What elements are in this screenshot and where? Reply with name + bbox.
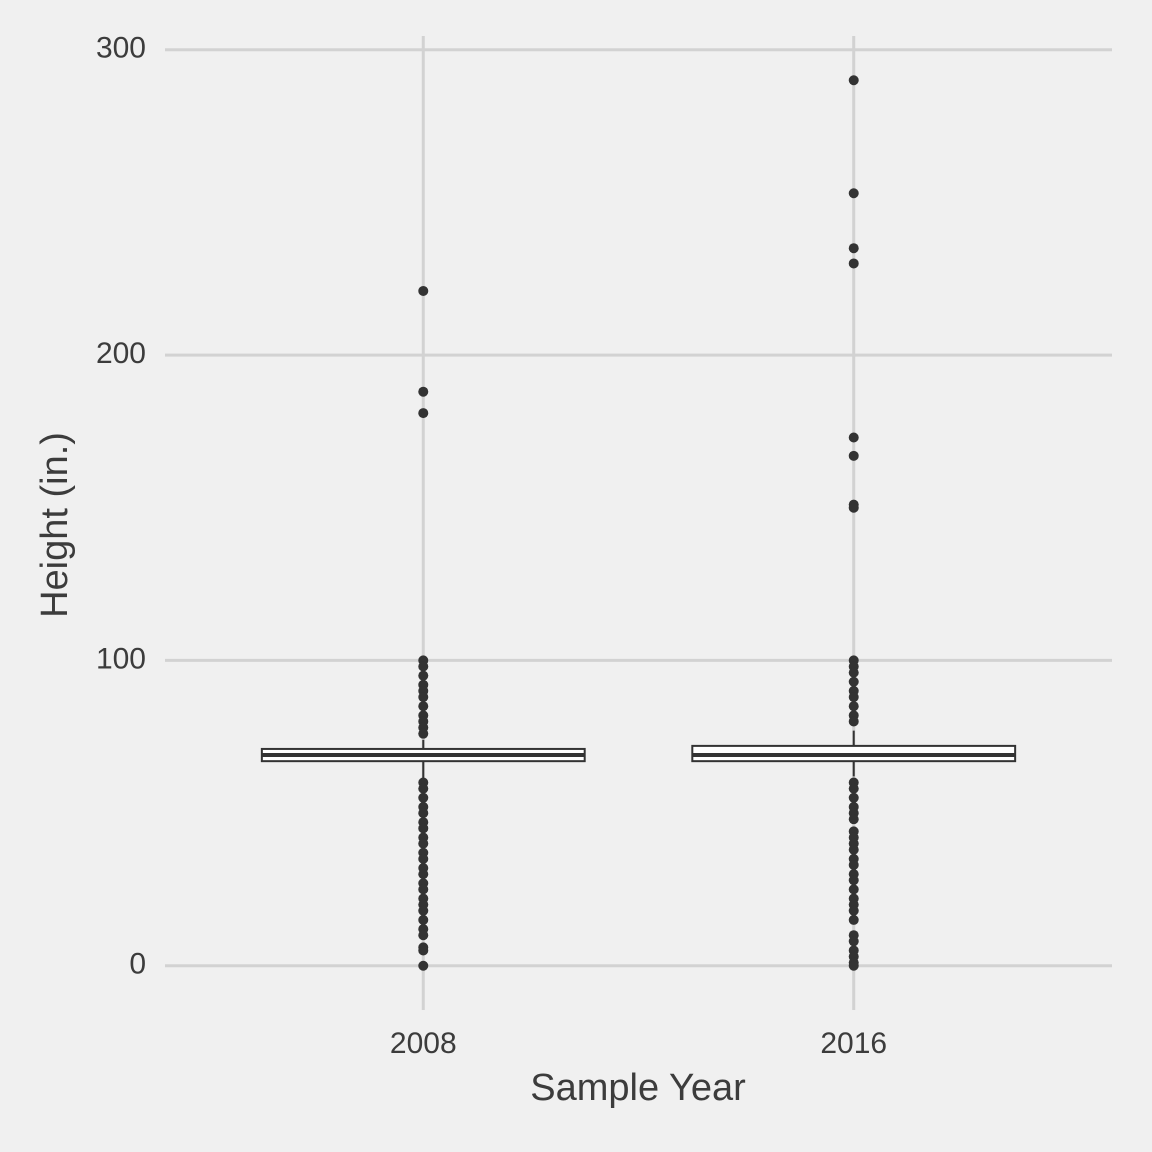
outlier xyxy=(418,661,429,672)
x-tick-label: 2008 xyxy=(390,1027,457,1060)
y-axis-title: Height (in.) xyxy=(34,432,76,618)
outlier xyxy=(418,884,429,895)
outlier xyxy=(418,692,429,703)
x-tick-label: 2016 xyxy=(820,1027,887,1060)
outlier xyxy=(848,75,859,86)
outlier xyxy=(848,692,859,703)
outlier xyxy=(848,884,859,895)
outlier xyxy=(848,502,859,513)
outlier xyxy=(848,701,859,712)
outlier xyxy=(848,783,859,794)
outlier xyxy=(848,914,859,925)
outlier xyxy=(418,930,429,941)
outlier xyxy=(848,875,859,886)
outlier xyxy=(848,258,859,269)
outlier xyxy=(418,960,429,971)
outlier xyxy=(418,905,429,916)
outlier xyxy=(848,432,859,443)
y-tick-label: 0 xyxy=(129,948,146,981)
outlier xyxy=(418,670,429,681)
outlier xyxy=(418,838,429,849)
outlier xyxy=(418,914,429,925)
x-axis-title: Sample Year xyxy=(530,1067,746,1109)
outlier xyxy=(848,716,859,727)
y-tick-label: 200 xyxy=(96,337,146,370)
outlier xyxy=(848,676,859,687)
outlier xyxy=(418,808,429,819)
outlier xyxy=(848,792,859,803)
outlier xyxy=(848,936,859,947)
outlier xyxy=(418,823,429,834)
outlier xyxy=(418,792,429,803)
outlier xyxy=(848,243,859,254)
outlier xyxy=(418,408,429,419)
outlier xyxy=(848,859,859,870)
outlier xyxy=(848,188,859,199)
outlier xyxy=(418,853,429,864)
outlier xyxy=(418,728,429,739)
outlier xyxy=(848,844,859,855)
outlier xyxy=(418,701,429,712)
y-tick-label: 300 xyxy=(96,32,146,65)
outlier xyxy=(418,386,429,397)
outlier xyxy=(418,783,429,794)
outlier xyxy=(848,960,859,971)
outlier xyxy=(848,450,859,461)
y-tick-label: 100 xyxy=(96,642,146,675)
outlier xyxy=(848,905,859,916)
outlier xyxy=(418,945,429,956)
outlier xyxy=(848,814,859,825)
outlier xyxy=(418,285,429,296)
outlier xyxy=(848,667,859,678)
outlier xyxy=(418,869,429,880)
